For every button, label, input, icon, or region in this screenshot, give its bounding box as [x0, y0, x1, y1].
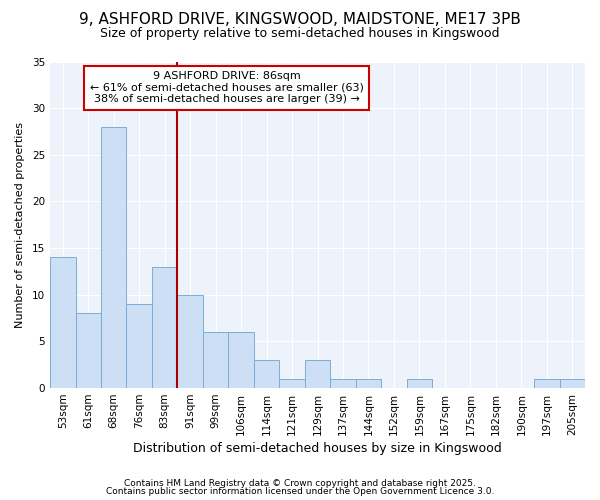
Bar	[254, 360, 280, 388]
Y-axis label: Number of semi-detached properties: Number of semi-detached properties	[15, 122, 25, 328]
Bar	[330, 378, 356, 388]
Text: 9 ASHFORD DRIVE: 86sqm
← 61% of semi-detached houses are smaller (63)
38% of sem: 9 ASHFORD DRIVE: 86sqm ← 61% of semi-det…	[89, 72, 364, 104]
Bar	[50, 258, 76, 388]
Text: Contains HM Land Registry data © Crown copyright and database right 2025.: Contains HM Land Registry data © Crown c…	[124, 478, 476, 488]
X-axis label: Distribution of semi-detached houses by size in Kingswood: Distribution of semi-detached houses by …	[133, 442, 502, 455]
Bar	[280, 378, 305, 388]
Bar	[305, 360, 330, 388]
Bar	[560, 378, 585, 388]
Bar	[152, 267, 178, 388]
Bar	[178, 295, 203, 388]
Text: Size of property relative to semi-detached houses in Kingswood: Size of property relative to semi-detach…	[100, 28, 500, 40]
Bar	[76, 314, 101, 388]
Bar	[101, 127, 127, 388]
Bar	[534, 378, 560, 388]
Bar	[203, 332, 229, 388]
Text: Contains public sector information licensed under the Open Government Licence 3.: Contains public sector information licen…	[106, 487, 494, 496]
Text: 9, ASHFORD DRIVE, KINGSWOOD, MAIDSTONE, ME17 3PB: 9, ASHFORD DRIVE, KINGSWOOD, MAIDSTONE, …	[79, 12, 521, 28]
Bar	[229, 332, 254, 388]
Bar	[127, 304, 152, 388]
Bar	[407, 378, 432, 388]
Bar	[356, 378, 381, 388]
